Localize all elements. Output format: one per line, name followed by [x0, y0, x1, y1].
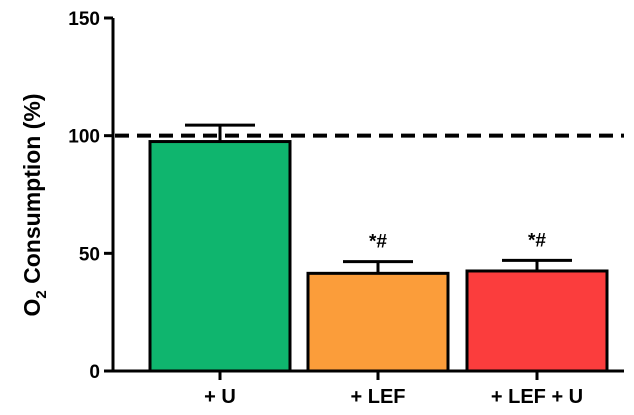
y-axis-title-subscript: 2 — [33, 290, 50, 298]
y-axis-title: O2 Consumption (%) — [19, 94, 50, 317]
y-tick-label: 100 — [68, 127, 100, 148]
x-category-label: + LEF — [350, 386, 405, 408]
significance-annotation: *# — [369, 232, 387, 253]
y-axis-label: O2 Consumption (%) — [19, 94, 50, 317]
y-axis-title-suffix: Consumption (%) — [19, 94, 45, 291]
x-category-label: + U — [204, 386, 236, 408]
y-tick-label: 50 — [79, 244, 100, 265]
plot-area: 0 50 100 150 + U *# + LEF *# + LEF + U — [68, 9, 624, 408]
y-axis-title-prefix: O — [19, 299, 45, 317]
y-tick-label: 150 — [68, 9, 100, 30]
bar — [306, 271, 450, 373]
bar — [148, 140, 292, 373]
significance-annotation: *# — [528, 230, 546, 251]
x-category-label: + LEF + U — [491, 386, 583, 408]
bar — [465, 269, 609, 373]
y-tick-label: 0 — [89, 362, 100, 383]
